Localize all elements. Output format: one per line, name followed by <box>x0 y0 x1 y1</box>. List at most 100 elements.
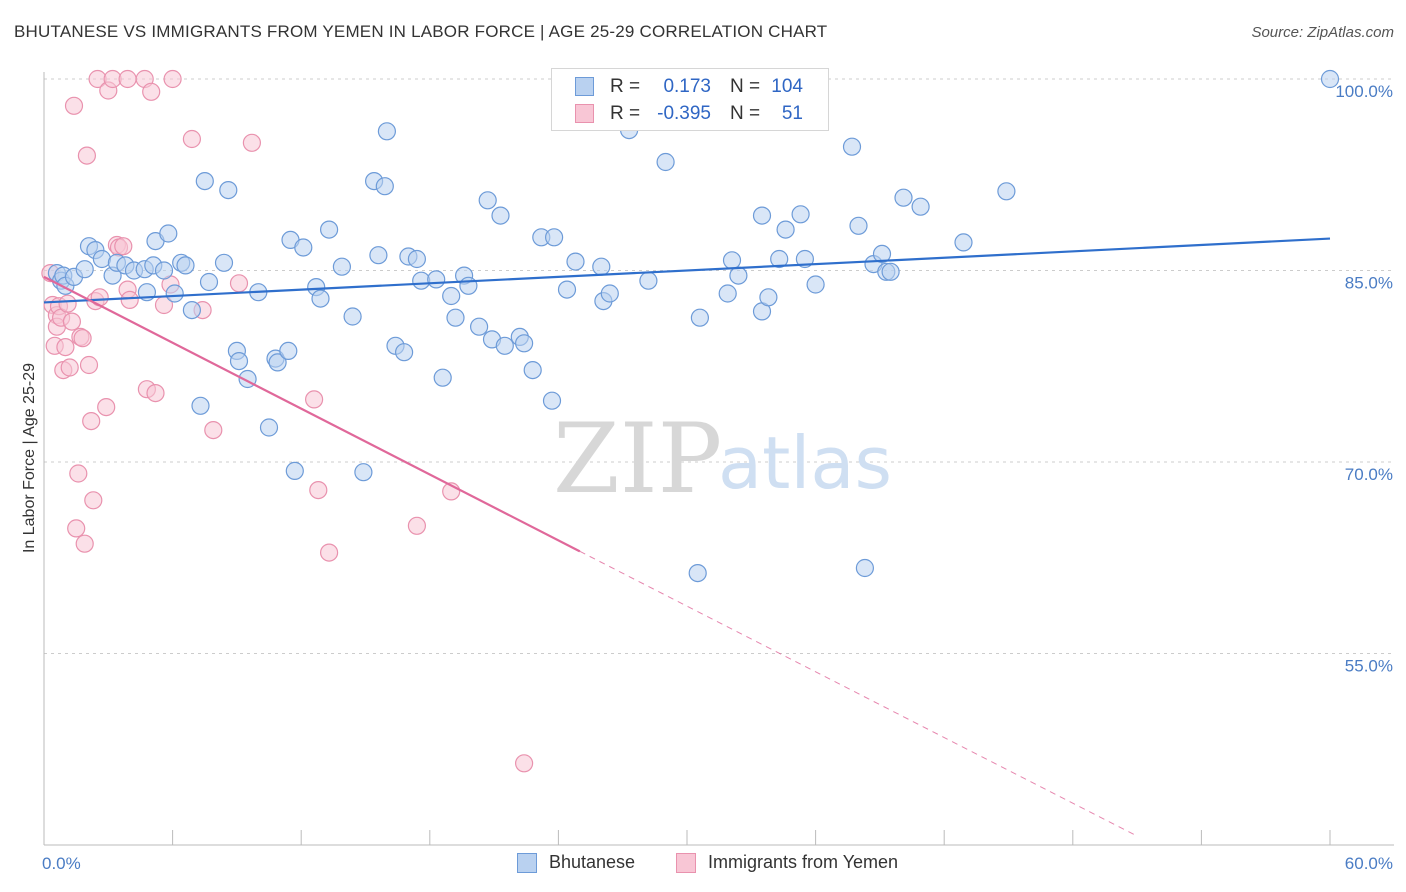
y-tick-label: 100.0% <box>1335 82 1393 101</box>
yemen-point <box>97 398 116 417</box>
bhutanese-point <box>795 249 815 269</box>
bhutanese-point <box>1320 69 1340 89</box>
bhutanese-point <box>639 271 658 290</box>
bhutanese-point <box>159 224 178 243</box>
bhutanese-point <box>92 249 112 269</box>
yemen-point <box>62 312 82 331</box>
bhutanese-point <box>881 262 900 281</box>
bhutanese-point <box>259 418 279 437</box>
bhutanese-point <box>791 205 810 224</box>
bhutanese-point <box>849 216 868 235</box>
yemen-point <box>309 481 328 500</box>
bhutanese-point <box>478 191 497 210</box>
bhutanese-point <box>523 361 542 380</box>
bhutanese-point <box>343 307 362 326</box>
bhutanese-point <box>470 317 489 336</box>
bhutanese-point <box>776 220 795 239</box>
legend-swatch-blue <box>575 77 594 96</box>
bhutanese-point <box>894 188 913 207</box>
bhutanese-point <box>872 244 892 263</box>
x-tick-label: 60.0% <box>1345 854 1393 873</box>
bhutanese-point <box>219 181 238 200</box>
yemen-point <box>64 96 84 115</box>
trend-lines <box>43 237 1331 837</box>
yemen-point <box>120 290 139 309</box>
bhutanese-point <box>154 261 174 280</box>
trend-line-yemen <box>43 275 581 553</box>
watermark-atlas: atlas <box>718 421 892 505</box>
bhutanese-point <box>375 177 394 196</box>
bhutanese-point <box>491 206 510 225</box>
bhutanese-point <box>165 284 184 303</box>
yemen-point <box>514 754 534 773</box>
yemen-point <box>69 464 88 483</box>
legend-r-label: R = <box>610 76 641 97</box>
yemen-point <box>114 237 133 256</box>
series-bhutanese-points <box>47 69 1340 583</box>
bhutanese-point <box>729 266 748 285</box>
bhutanese-point <box>75 260 94 279</box>
legend-swatch-blue <box>517 853 537 873</box>
legend-swatch-pink <box>575 104 594 123</box>
bhutanese-point <box>600 284 619 303</box>
bhutanese-point <box>544 228 564 247</box>
bhutanese-point <box>311 289 330 308</box>
yemen-point <box>305 390 324 409</box>
bhutanese-point <box>806 275 825 294</box>
bhutanese-point <box>442 286 461 306</box>
bhutanese-point <box>377 122 396 141</box>
bhutanese-point <box>332 257 351 276</box>
bhutanese-point <box>214 253 234 272</box>
bhutanese-point <box>395 343 414 362</box>
bhutanese-point <box>191 396 210 415</box>
trend-line-yemen-extension <box>579 550 1138 837</box>
yemen-point <box>67 519 86 538</box>
bhutanese-point <box>433 368 452 387</box>
y-tick-label: 55.0% <box>1345 657 1393 676</box>
legend-r-value: -0.395 <box>657 103 711 124</box>
bhutanese-point <box>690 308 710 327</box>
stats-legend: R = 0.173 N = 104 R = -0.395 N = 51 <box>551 68 829 131</box>
tick-labels: 55.0% 70.0% 85.0% 100.0% 0.0% 60.0% <box>42 82 1393 873</box>
bhutanese-point <box>495 336 514 355</box>
watermark: ZIP atlas <box>553 403 892 515</box>
yemen-point <box>79 355 99 375</box>
bhutanese-point <box>997 182 1016 201</box>
yemen-point <box>56 338 75 357</box>
bhutanese-point <box>369 246 388 265</box>
chart-title: BHUTANESE VS IMMIGRANTS FROM YEMEN IN LA… <box>14 22 828 41</box>
bhutanese-point <box>566 252 585 271</box>
bhutanese-point <box>176 256 195 275</box>
series-yemen-points <box>41 69 534 773</box>
bhutanese-point <box>770 249 789 269</box>
y-axis-label: In Labor Force | Age 25-29 <box>21 363 38 553</box>
bhutanese-point <box>182 301 201 320</box>
yemen-point <box>73 329 92 348</box>
bhutanese-point <box>842 137 862 156</box>
yemen-point <box>407 516 426 535</box>
x-tick-label: 0.0% <box>42 854 81 873</box>
bhutanese-point <box>656 152 675 172</box>
bhutanese-point <box>557 280 577 299</box>
yemen-point <box>182 129 201 149</box>
bhutanese-point <box>446 308 465 327</box>
bhutanese-point <box>954 233 973 252</box>
bhutanese-point <box>268 353 287 372</box>
legend-n-value: 104 <box>771 76 803 97</box>
bhutanese-point <box>427 270 446 289</box>
yemen-point <box>242 133 261 152</box>
watermark-zip: ZIP <box>553 403 722 515</box>
bhutanese-point <box>354 463 373 482</box>
bhutanese-point <box>229 352 249 371</box>
yemen-point <box>118 69 137 89</box>
trend-line-bhutanese <box>43 237 1331 304</box>
yemen-point <box>84 491 103 510</box>
bhutanese-point <box>688 563 707 583</box>
legend-n-label: N = <box>730 103 761 124</box>
bhutanese-point <box>279 341 298 360</box>
bhutanese-point <box>542 391 562 410</box>
bhutanese-point <box>722 251 742 270</box>
legend-row-bhutanese: R = 0.173 N = 104 <box>552 74 828 100</box>
